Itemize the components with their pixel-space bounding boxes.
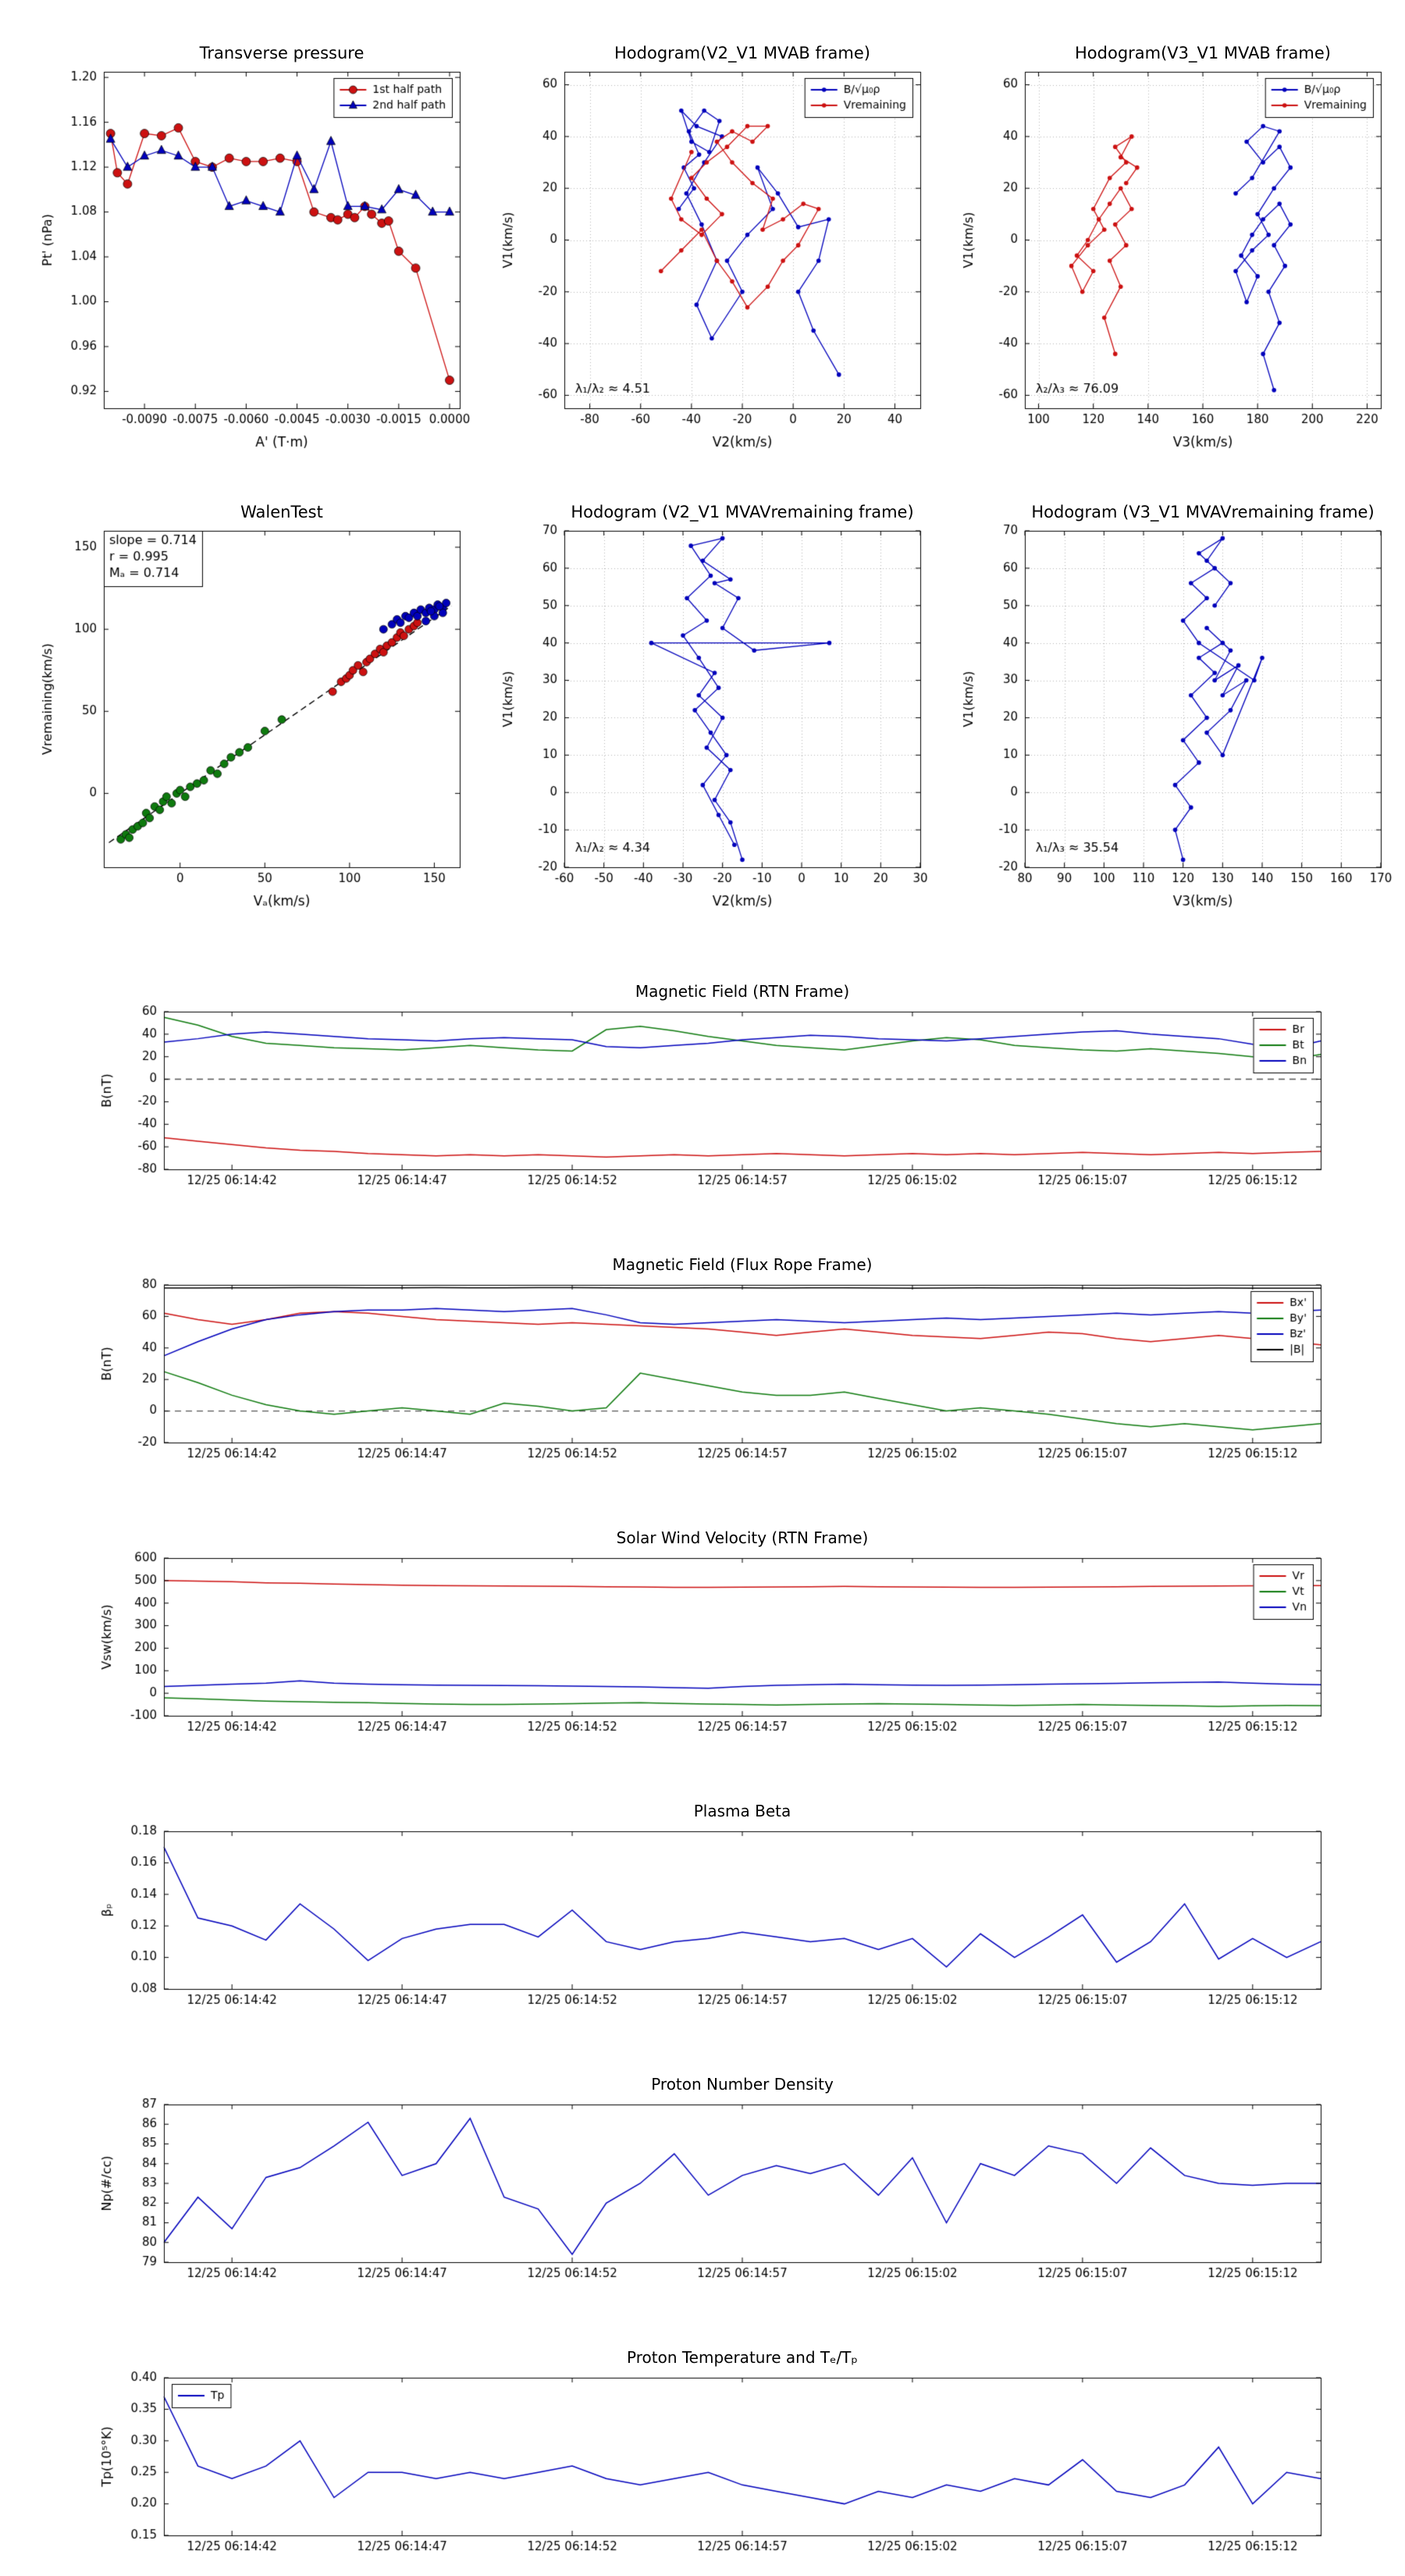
hodogram-v2v1-mvab-chart: Hodogram(V2_V1 MVAB frame) [490, 31, 931, 464]
chart-title: Solar Wind Velocity (RTN Frame) [616, 1528, 869, 1547]
chart-title: Hodogram(V2_V1 MVAB frame) [614, 44, 870, 62]
hodogram-v2v1-mvav-chart: Hodogram (V2_V1 MVAVremaining frame) [490, 490, 931, 923]
transverse-pressure-chart: Transverse pressure [30, 31, 471, 464]
solar-wind-velocity-chart: Solar Wind Velocity (RTN Frame) [94, 1522, 1335, 1749]
chart-title: Transverse pressure [199, 44, 365, 62]
hodogram-v3v1-mvab-canvas [951, 31, 1392, 464]
transverse-pressure-canvas [30, 31, 471, 464]
magnetic-field-flux-rope-chart: Magnetic Field (Flux Rope Frame) [94, 1249, 1335, 1475]
magnetic-field-flux-rope-canvas [94, 1249, 1335, 1475]
hodogram-v2v1-mvav-canvas [490, 490, 931, 923]
hodogram-v3v1-mvav-canvas [951, 490, 1392, 923]
proton-temperature-chart: Proton Temperature and Tₑ/Tₚ [94, 2342, 1335, 2568]
walen-test-canvas [30, 490, 471, 923]
chart-title: Proton Number Density [651, 2075, 834, 2094]
chart-title: Proton Temperature and Tₑ/Tₚ [627, 2348, 858, 2367]
proton-density-canvas [94, 2069, 1335, 2295]
hodogram-v3v1-mvab-chart: Hodogram(V3_V1 MVAB frame) [951, 31, 1392, 464]
chart-title: Plasma Beta [693, 1802, 791, 1820]
proton-temperature-canvas [94, 2342, 1335, 2568]
magnetic-field-rtn-canvas [94, 976, 1335, 1202]
chart-title: Hodogram(V3_V1 MVAB frame) [1075, 44, 1331, 62]
chart-title: Magnetic Field (Flux Rope Frame) [612, 1255, 873, 1274]
plasma-beta-chart: Plasma Beta [94, 1795, 1335, 2022]
chart-title: Magnetic Field (RTN Frame) [635, 982, 850, 1001]
plasma-beta-canvas [94, 1795, 1335, 2022]
chart-title: Hodogram (V2_V1 MVAVremaining frame) [571, 503, 914, 521]
hodogram-v2v1-mvab-canvas [490, 31, 931, 464]
magnetic-field-rtn-chart: Magnetic Field (RTN Frame) [94, 976, 1335, 1202]
hodogram-v3v1-mvav-chart: Hodogram (V3_V1 MVAVremaining frame) [951, 490, 1392, 923]
proton-density-chart: Proton Number Density [94, 2069, 1335, 2295]
chart-title: WalenTest [240, 503, 323, 521]
walen-test-chart: WalenTest [30, 490, 471, 923]
chart-title: Hodogram (V3_V1 MVAVremaining frame) [1031, 503, 1375, 521]
solar-wind-velocity-canvas [94, 1522, 1335, 1749]
